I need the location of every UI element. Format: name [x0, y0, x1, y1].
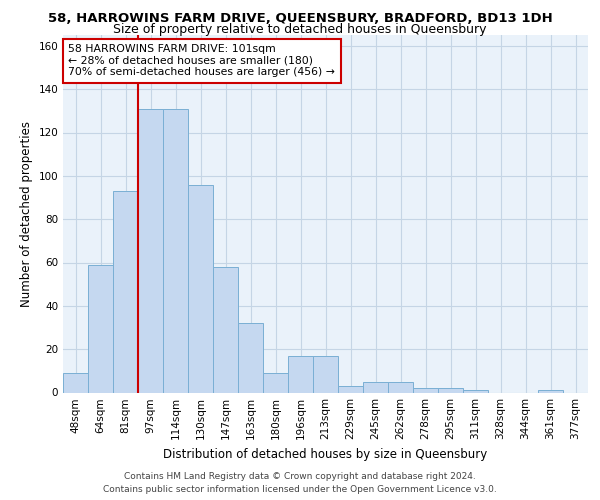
Bar: [263, 373, 288, 392]
Bar: [538, 390, 563, 392]
Bar: [413, 388, 438, 392]
Text: 58, HARROWINS FARM DRIVE, QUEENSBURY, BRADFORD, BD13 1DH: 58, HARROWINS FARM DRIVE, QUEENSBURY, BR…: [47, 12, 553, 24]
Bar: [213, 267, 238, 392]
Bar: [288, 356, 313, 393]
Bar: [363, 382, 388, 392]
X-axis label: Distribution of detached houses by size in Queensbury: Distribution of detached houses by size …: [163, 448, 488, 461]
Bar: [163, 108, 188, 393]
Text: 58 HARROWINS FARM DRIVE: 101sqm
← 28% of detached houses are smaller (180)
70% o: 58 HARROWINS FARM DRIVE: 101sqm ← 28% of…: [68, 44, 335, 77]
Bar: [188, 184, 213, 392]
Bar: [238, 323, 263, 392]
Bar: [463, 390, 488, 392]
Bar: [63, 373, 88, 392]
Bar: [438, 388, 463, 392]
Bar: [138, 108, 163, 393]
Bar: [338, 386, 363, 392]
Y-axis label: Number of detached properties: Number of detached properties: [20, 120, 33, 306]
Text: Contains HM Land Registry data © Crown copyright and database right 2024.
Contai: Contains HM Land Registry data © Crown c…: [103, 472, 497, 494]
Bar: [113, 191, 138, 392]
Bar: [388, 382, 413, 392]
Bar: [313, 356, 338, 393]
Text: Size of property relative to detached houses in Queensbury: Size of property relative to detached ho…: [113, 22, 487, 36]
Bar: [88, 264, 113, 392]
